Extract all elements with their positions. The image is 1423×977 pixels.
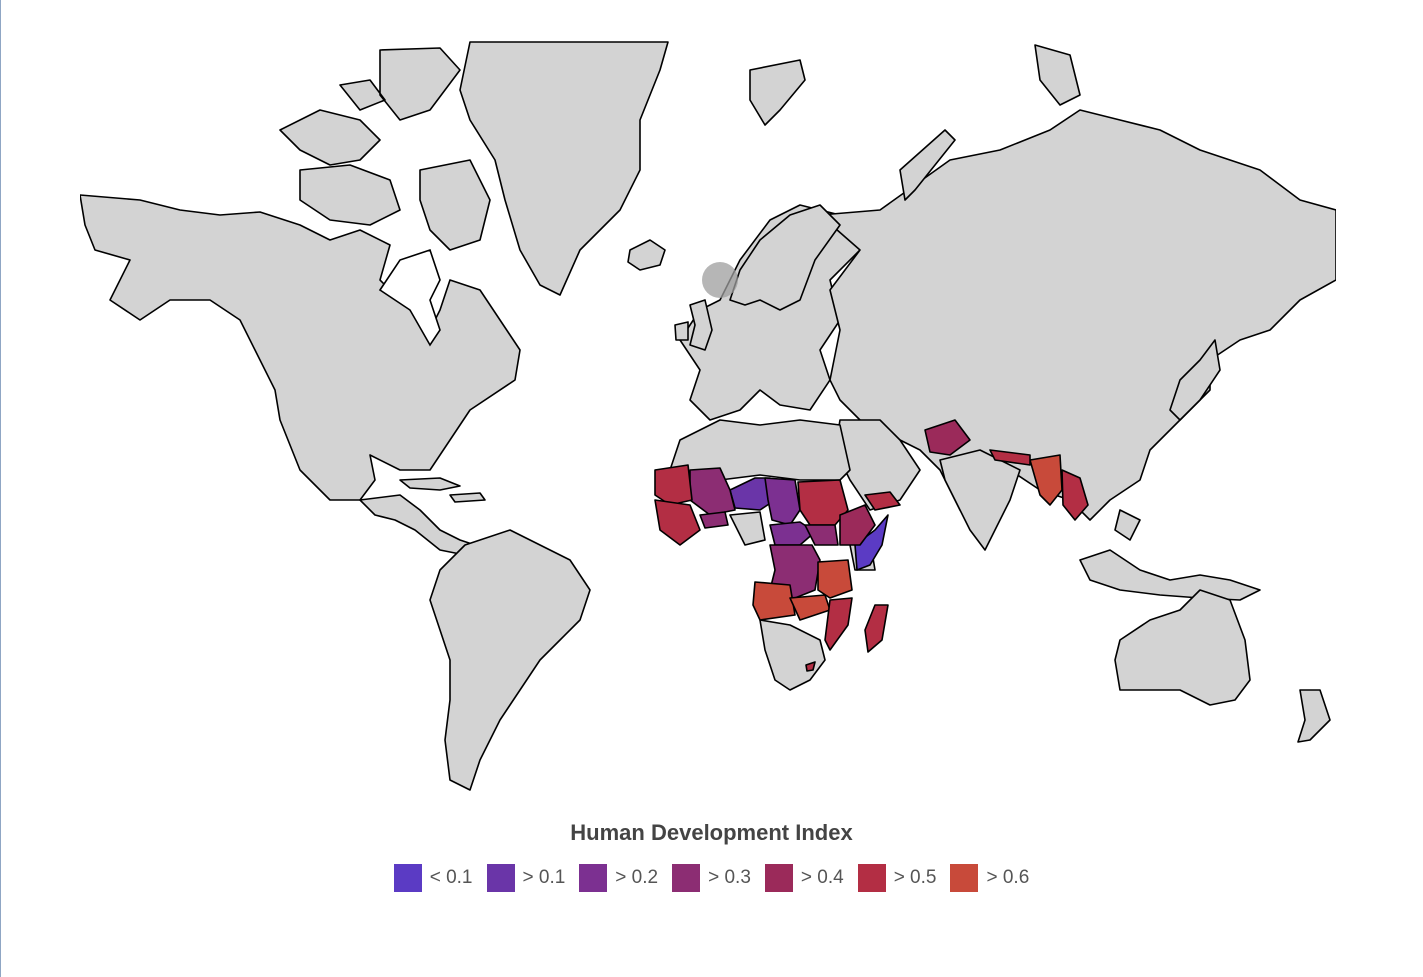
mauritania[interactable] <box>654 464 693 506</box>
ethiopia[interactable] <box>839 504 876 546</box>
india[interactable] <box>939 449 1021 551</box>
south-america[interactable] <box>429 529 591 791</box>
caribbean[interactable] <box>399 477 486 503</box>
south-africa[interactable] <box>759 619 826 691</box>
british-isles[interactable] <box>674 299 713 351</box>
legend-label: > 0.1 <box>522 867 566 888</box>
legend-item[interactable]: > 0.4 <box>764 864 844 892</box>
legend-swatch <box>393 864 422 892</box>
burkina-faso[interactable] <box>699 511 729 529</box>
greenland[interactable] <box>459 41 669 296</box>
iceland[interactable] <box>627 239 666 271</box>
somalia[interactable] <box>854 514 889 571</box>
angola[interactable] <box>752 581 796 621</box>
tanzania[interactable] <box>817 559 853 599</box>
australia[interactable] <box>1114 589 1251 706</box>
legend-swatch <box>764 864 793 892</box>
legend-label: > 0.5 <box>893 867 937 888</box>
legend-label: > 0.6 <box>986 867 1030 888</box>
central-america[interactable] <box>359 494 476 556</box>
left-border <box>0 0 1 977</box>
arctic-islands[interactable] <box>279 47 491 251</box>
legend-item[interactable]: > 0.6 <box>950 864 1029 892</box>
legend-item[interactable]: < 0.1 <box>393 864 473 892</box>
japan[interactable] <box>1169 339 1221 421</box>
chad[interactable] <box>764 477 801 526</box>
legend-label: > 0.3 <box>708 867 751 888</box>
scandinavia[interactable] <box>729 204 841 311</box>
north-america[interactable] <box>80 194 521 501</box>
world-map[interactable] <box>80 40 1336 800</box>
legend-item[interactable]: > 0.5 <box>857 864 937 892</box>
new-zealand[interactable] <box>1297 689 1331 743</box>
afghanistan[interactable] <box>924 419 971 456</box>
map-svg[interactable] <box>80 40 1336 800</box>
myanmar[interactable] <box>1029 454 1063 506</box>
eritrea-yemen[interactable] <box>864 491 901 511</box>
legend-item[interactable]: > 0.1 <box>486 864 566 892</box>
southeast-asia-islands[interactable] <box>1079 509 1261 601</box>
legend-label: > 0.2 <box>615 867 659 888</box>
legend-item[interactable]: > 0.3 <box>672 864 751 892</box>
south-sudan[interactable] <box>804 524 839 546</box>
nepal-bangladesh[interactable] <box>989 449 1031 466</box>
legend: Human Development Index < 0.1 > 0.1 > 0.2 >… <box>0 820 1423 892</box>
zambia[interactable] <box>789 594 831 621</box>
hover-marker[interactable] <box>702 262 738 298</box>
arctic-russia[interactable] <box>749 44 1081 201</box>
west-africa-coast[interactable] <box>654 499 701 546</box>
legend-label: > 0.4 <box>800 867 844 888</box>
legend-items: < 0.1 > 0.1 > 0.2 > 0.3 > 0.4 > 0.5 > 0.6 <box>0 864 1423 892</box>
legend-swatch <box>857 864 886 892</box>
legend-label: < 0.1 <box>429 867 473 888</box>
legend-item[interactable]: > 0.2 <box>579 864 658 892</box>
hudson-bay <box>378 248 441 347</box>
lesotho[interactable] <box>805 661 816 672</box>
laos-cambodia[interactable] <box>1061 469 1089 521</box>
legend-swatch <box>950 864 979 892</box>
central-african-republic[interactable] <box>769 521 816 546</box>
madagascar[interactable] <box>864 604 889 653</box>
legend-swatch <box>672 864 701 892</box>
legend-swatch <box>486 864 515 892</box>
legend-title: Human Development Index <box>570 820 853 845</box>
legend-swatch <box>579 864 608 892</box>
mozambique[interactable] <box>824 597 853 651</box>
